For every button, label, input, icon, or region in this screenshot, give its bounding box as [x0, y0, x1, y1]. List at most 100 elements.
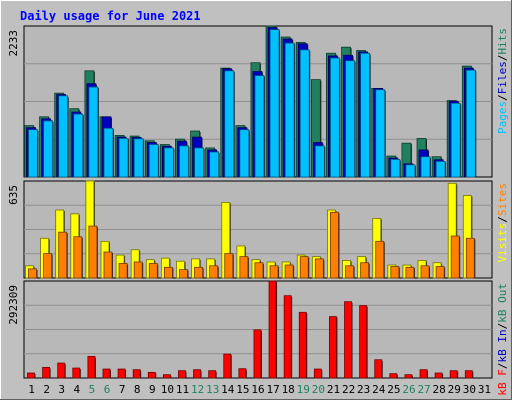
legend-entry: Files	[496, 61, 509, 94]
chart-panels: 2233Pages/Files/Hits635Visits/Sites29230…	[7, 25, 509, 396]
bar-kb-f	[193, 369, 201, 379]
bar-kb-f	[298, 311, 307, 379]
bar-kb-f	[208, 370, 217, 379]
x-tick-label: 29	[448, 383, 461, 396]
bar-kb-f	[344, 301, 352, 379]
legend-entry: /	[496, 55, 509, 62]
x-tick-label: 10	[161, 383, 174, 396]
bar-sites	[133, 261, 143, 279]
bar-sites	[224, 253, 234, 279]
bar-kb-f	[178, 370, 186, 379]
chart-title: Daily usage for June 2021	[20, 9, 201, 23]
x-tick-label: 20	[312, 383, 325, 396]
x-tick-label: 25	[387, 383, 400, 396]
bar-kb-f	[389, 373, 398, 379]
bar-pages	[209, 151, 220, 178]
bar-kb-f	[434, 372, 443, 379]
bar-kb-f	[102, 368, 111, 379]
bar-sites	[58, 231, 68, 279]
legend-entry: /	[496, 323, 509, 330]
x-tick-label: 15	[236, 383, 249, 396]
x-tick-label: 22	[342, 383, 355, 396]
bar-sites	[345, 265, 354, 279]
x-tick-label: 31	[478, 383, 491, 396]
x-tick-label: 8	[134, 383, 141, 396]
legend-top: Pages/Files/Hits	[496, 28, 509, 134]
bar-sites	[405, 266, 415, 279]
bar-kb-f	[404, 374, 413, 379]
bar-pages	[163, 147, 174, 178]
x-tick-label: 11	[176, 383, 189, 396]
bar-pages	[73, 113, 84, 178]
bar-pages	[88, 86, 99, 178]
bar-kb-f	[329, 316, 337, 379]
bar-pages	[284, 42, 295, 178]
bar-kb-f	[283, 295, 292, 379]
x-tick-label: 2	[43, 383, 50, 396]
y-max-label: 2233	[7, 30, 20, 57]
bar-sites	[375, 240, 385, 279]
x-tick-label: 17	[266, 383, 279, 396]
bar-kb-f	[464, 370, 473, 379]
x-tick-label: 13	[206, 383, 219, 396]
bar-sites	[163, 266, 173, 279]
bar-pages	[43, 120, 53, 178]
bar-sites	[314, 258, 324, 279]
bar-pages	[375, 89, 386, 178]
bar-pages	[28, 129, 38, 178]
bar-pages	[299, 49, 310, 178]
x-tick-label: 4	[74, 383, 81, 396]
bar-pages	[360, 52, 371, 178]
bar-pages	[435, 161, 446, 178]
bar-pages	[405, 164, 416, 178]
panel-middle: 635 Visits/Sites	[7, 180, 509, 279]
bar-kb-f	[87, 356, 96, 379]
bar-pages	[254, 75, 265, 178]
bar-sites	[435, 266, 445, 279]
bar-sites	[299, 256, 309, 279]
bar-sites	[360, 262, 370, 279]
y-max-label: 635	[7, 185, 20, 205]
legend-entry: Sites	[496, 183, 509, 216]
bar-sites	[330, 211, 339, 279]
bar-kb-f	[238, 368, 247, 379]
bar-sites	[390, 266, 400, 279]
bar-kb-f	[359, 305, 368, 379]
bar-kb-f	[117, 368, 126, 379]
legend-entry: Visits	[496, 223, 509, 263]
bar-sites	[179, 269, 188, 279]
bar-kb-f	[147, 371, 156, 379]
bar-sites	[209, 265, 219, 279]
legend-entry: /	[496, 363, 509, 370]
bar-sites	[118, 263, 128, 279]
x-tick-label: 7	[119, 383, 126, 396]
x-tick-label: 30	[463, 383, 476, 396]
bar-pages	[194, 147, 204, 178]
x-tick-label: 27	[417, 383, 430, 396]
bar-kb-f	[42, 366, 50, 379]
x-tick-label: 9	[149, 383, 156, 396]
x-tick-label: 26	[402, 383, 415, 396]
bar-sites	[103, 251, 113, 279]
bar-sites	[465, 237, 475, 279]
x-tick-label: 14	[221, 383, 235, 396]
bar-pages	[345, 60, 355, 178]
bar-sites	[194, 266, 203, 279]
x-tick-label: 23	[357, 383, 370, 396]
bar-pages	[390, 159, 401, 178]
bar-sites	[148, 263, 158, 279]
bar-pages	[133, 138, 144, 178]
bar-kb-f	[162, 374, 171, 379]
x-tick-label: 3	[58, 383, 65, 396]
bar-kb-f	[253, 329, 262, 379]
bar-kb-f	[374, 359, 383, 379]
bar-kb-f	[72, 367, 81, 379]
bar-sites	[88, 225, 98, 279]
x-axis-labels: 1 2 3 4 5 6 7 8 9 10 11 12 13 14 15 16 17 18 19 20 21 22 23 24 2…	[28, 383, 491, 396]
legend-entry: kB F	[496, 369, 509, 396]
legend-entry: Pages	[496, 101, 509, 134]
bar-sites	[239, 256, 249, 279]
bar-sites	[73, 236, 83, 279]
